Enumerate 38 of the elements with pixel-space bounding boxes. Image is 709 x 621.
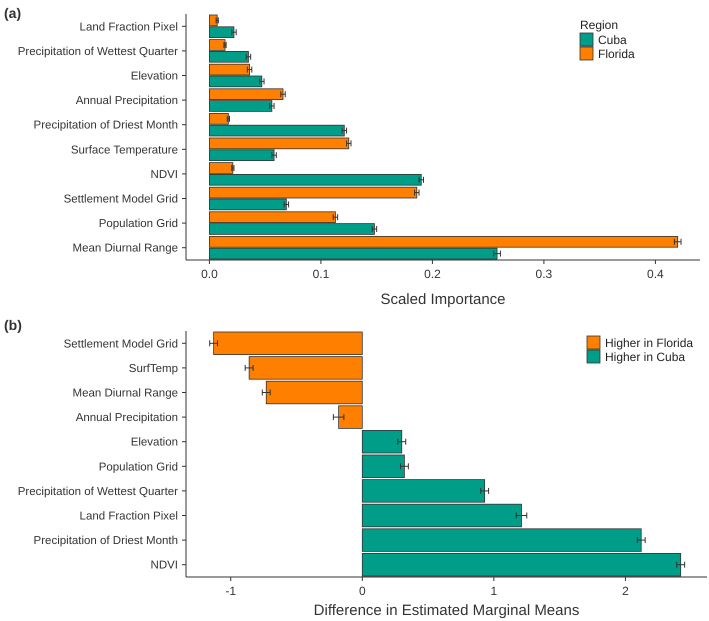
legend-label: Higher in Florida xyxy=(605,336,694,350)
x-tick-label: 0.2 xyxy=(424,267,442,281)
x-axis-title: Scaled Importance xyxy=(380,291,506,308)
x-tick-label: 0.4 xyxy=(647,267,664,281)
legend-title: Region xyxy=(580,18,618,32)
y-tick-label: Settlement Model Grid xyxy=(64,338,178,350)
y-tick-label: Mean Diurnal Range xyxy=(72,242,178,255)
y-tick-label: NDVI xyxy=(150,168,178,181)
y-tick-label: Land Fraction Pixel xyxy=(80,510,178,522)
y-tick-label: Population Grid xyxy=(98,461,178,474)
y-tick-label: Mean Diurnal Range xyxy=(72,388,178,400)
y-tick-label: Surface Temperature xyxy=(70,144,178,156)
text: (b) xyxy=(4,317,22,333)
y-tick-label: Precipitation of Driest Month xyxy=(34,535,178,548)
legend-label: Higher in Cuba xyxy=(605,350,686,364)
y-tick-label: Precipitation of Driest Month xyxy=(34,120,178,132)
y-tick-label: SurfTemp xyxy=(128,362,178,375)
y-tick-label: Elevation xyxy=(130,436,178,449)
y-tick-label: Land Fraction Pixel xyxy=(80,21,178,34)
x-tick-label: -1 xyxy=(225,584,236,598)
y-tick-label: Precipitation of Wettest Quarter xyxy=(18,46,178,58)
x-tick-label: 1 xyxy=(490,584,498,598)
x-axis-title: Difference in Estimated Marginal Means xyxy=(314,602,580,619)
y-tick-label: Annual Precipitation xyxy=(76,412,178,424)
legend-label: Cuba xyxy=(598,33,628,47)
x-tick-label: 0.0 xyxy=(201,267,218,281)
y-tick-label: Population Grid xyxy=(98,218,178,230)
x-tick-label: 0.1 xyxy=(312,267,330,281)
text: (a) xyxy=(4,5,22,21)
y-tick-label: Precipitation of Wettest Quarter xyxy=(18,486,178,498)
x-tick-label: 0.3 xyxy=(536,267,553,281)
y-tick-label: Annual Precipitation xyxy=(76,95,178,108)
y-tick-label: NDVI xyxy=(150,560,178,572)
x-tick-label: 2 xyxy=(622,584,630,598)
x-tick-label: 0 xyxy=(358,584,366,598)
legend-label: Florida xyxy=(598,47,636,61)
y-tick-label: Settlement Model Grid xyxy=(64,194,178,206)
y-tick-label: Elevation xyxy=(130,70,178,82)
